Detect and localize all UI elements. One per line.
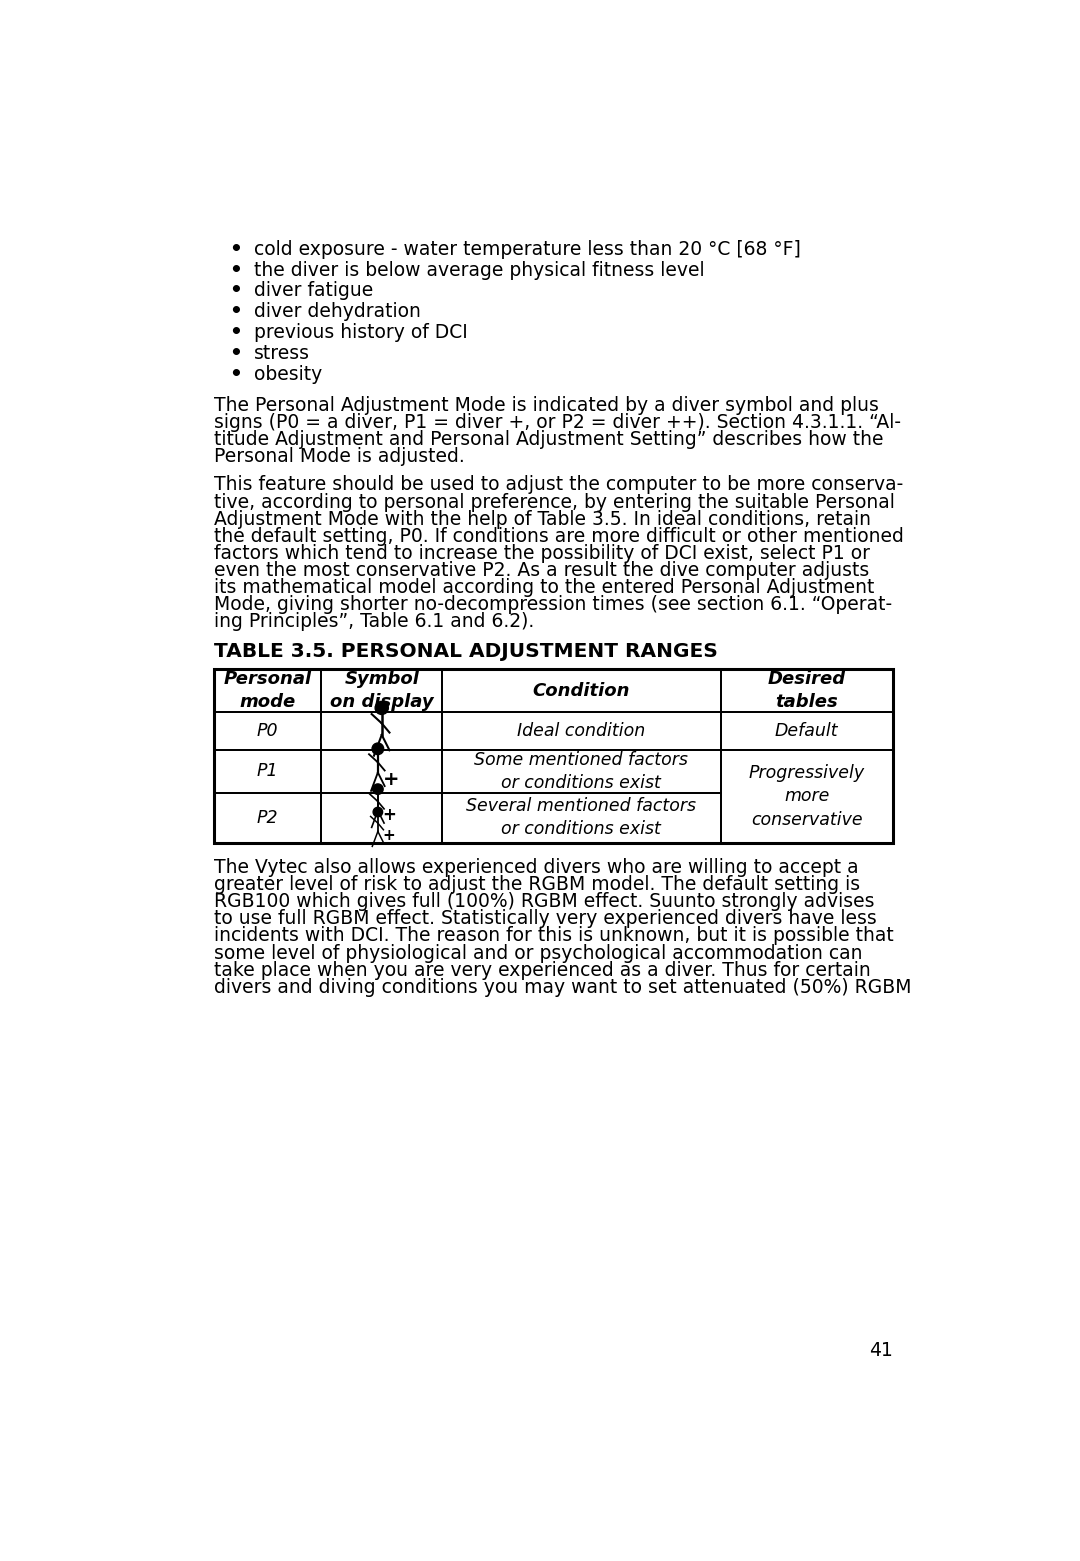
Text: cold exposure - water temperature less than 20 °C [68 °F]: cold exposure - water temperature less t… bbox=[255, 240, 801, 259]
Bar bbox=[214, 751, 322, 793]
Text: Several mentioned factors
or conditions exist: Several mentioned factors or conditions … bbox=[467, 796, 697, 838]
Text: Default: Default bbox=[775, 723, 838, 740]
Text: +: + bbox=[382, 827, 395, 843]
Text: TABLE 3.5. PERSONAL ADJUSTMENT RANGES: TABLE 3.5. PERSONAL ADJUSTMENT RANGES bbox=[214, 642, 718, 660]
Text: Adjustment Mode with the help of Table 3.5. In ideal conditions, retain: Adjustment Mode with the help of Table 3… bbox=[214, 509, 872, 529]
Bar bbox=[214, 712, 322, 751]
Text: Condition: Condition bbox=[532, 682, 630, 699]
Text: +: + bbox=[382, 807, 396, 824]
Text: tive, according to personal preference, by entering the suitable Personal: tive, according to personal preference, … bbox=[214, 493, 895, 512]
Text: the diver is below average physical fitness level: the diver is below average physical fitn… bbox=[255, 261, 705, 279]
Bar bbox=[214, 670, 893, 843]
Text: Some mentioned factors
or conditions exist: Some mentioned factors or conditions exi… bbox=[474, 751, 688, 793]
Text: take place when you are very experienced as a diver. Thus for certain: take place when you are very experienced… bbox=[214, 960, 870, 980]
Circle shape bbox=[373, 784, 383, 795]
Text: RGB100 which gives full (100%) RGBM effect. Suunto strongly advises: RGB100 which gives full (100%) RGBM effe… bbox=[214, 893, 875, 912]
Text: incidents with DCI. The reason for this is unknown, but it is possible that: incidents with DCI. The reason for this … bbox=[214, 926, 894, 946]
Bar bbox=[720, 751, 893, 843]
Text: Progressively
more
conservative: Progressively more conservative bbox=[748, 763, 865, 829]
Text: greater level of risk to adjust the RGBM model. The default setting is: greater level of risk to adjust the RGBM… bbox=[214, 876, 860, 894]
Text: 41: 41 bbox=[869, 1341, 893, 1360]
Bar bbox=[442, 670, 720, 712]
Text: The Vytec also allows experienced divers who are willing to accept a: The Vytec also allows experienced divers… bbox=[214, 859, 859, 877]
Text: •: • bbox=[229, 343, 242, 364]
Text: P1: P1 bbox=[257, 762, 279, 780]
Text: •: • bbox=[229, 261, 242, 279]
Bar bbox=[322, 751, 442, 793]
Text: •: • bbox=[229, 240, 242, 259]
Bar bbox=[720, 712, 893, 751]
Text: Personal
mode: Personal mode bbox=[224, 670, 312, 712]
Text: •: • bbox=[229, 365, 242, 384]
Text: stress: stress bbox=[255, 343, 310, 364]
Text: some level of physiological and or psychological accommodation can: some level of physiological and or psych… bbox=[214, 943, 863, 963]
Text: diver dehydration: diver dehydration bbox=[255, 303, 421, 322]
Circle shape bbox=[373, 807, 382, 816]
Bar bbox=[442, 793, 720, 843]
Bar bbox=[322, 793, 442, 843]
Circle shape bbox=[375, 701, 389, 715]
Text: This feature should be used to adjust the computer to be more conserva-: This feature should be used to adjust th… bbox=[214, 476, 903, 495]
Text: the default setting, P0. If conditions are more difficult or other mentioned: the default setting, P0. If conditions a… bbox=[214, 526, 904, 546]
Bar bbox=[322, 712, 442, 751]
Text: The Personal Adjustment Mode is indicated by a diver symbol and plus: The Personal Adjustment Mode is indicate… bbox=[214, 396, 879, 415]
Text: Symbol
on display: Symbol on display bbox=[329, 670, 433, 712]
Bar bbox=[322, 670, 442, 712]
Text: its mathematical model according to the entered Personal Adjustment: its mathematical model according to the … bbox=[214, 578, 875, 596]
Text: Desired
tables: Desired tables bbox=[768, 670, 846, 712]
Text: signs (P0 = a diver, P1 = diver +, or P2 = diver ++). Section 4.3.1.1. “Al-: signs (P0 = a diver, P1 = diver +, or P2… bbox=[214, 414, 901, 432]
Circle shape bbox=[373, 743, 383, 754]
Text: titude Adjustment and Personal Adjustment Setting” describes how the: titude Adjustment and Personal Adjustmen… bbox=[214, 431, 883, 450]
Text: •: • bbox=[229, 323, 242, 342]
Text: Ideal condition: Ideal condition bbox=[517, 723, 646, 740]
Text: to use full RGBM effect. Statistically very experienced divers have less: to use full RGBM effect. Statistically v… bbox=[214, 910, 877, 929]
Text: +: + bbox=[382, 771, 400, 790]
Text: Mode, giving shorter no-decompression times (see section 6.1. “Operat-: Mode, giving shorter no-decompression ti… bbox=[214, 595, 892, 613]
Bar bbox=[720, 670, 893, 712]
Text: ing Principles”, Table 6.1 and 6.2).: ing Principles”, Table 6.1 and 6.2). bbox=[214, 612, 535, 631]
Bar bbox=[214, 670, 322, 712]
Bar bbox=[442, 751, 720, 793]
Text: previous history of DCI: previous history of DCI bbox=[255, 323, 468, 342]
Bar bbox=[214, 793, 322, 843]
Text: even the most conservative P2. As a result the dive computer adjusts: even the most conservative P2. As a resu… bbox=[214, 560, 869, 579]
Text: •: • bbox=[229, 281, 242, 300]
Text: divers and diving conditions you may want to set attenuated (50%) RGBM: divers and diving conditions you may wan… bbox=[214, 977, 912, 997]
Text: •: • bbox=[229, 303, 242, 322]
Text: P2: P2 bbox=[257, 809, 279, 827]
Bar bbox=[442, 712, 720, 751]
Text: factors which tend to increase the possibility of DCI exist, select P1 or: factors which tend to increase the possi… bbox=[214, 543, 870, 564]
Text: obesity: obesity bbox=[255, 365, 323, 384]
Text: Personal Mode is adjusted.: Personal Mode is adjusted. bbox=[214, 446, 464, 467]
Text: P0: P0 bbox=[257, 723, 279, 740]
Text: diver fatigue: diver fatigue bbox=[255, 281, 374, 300]
